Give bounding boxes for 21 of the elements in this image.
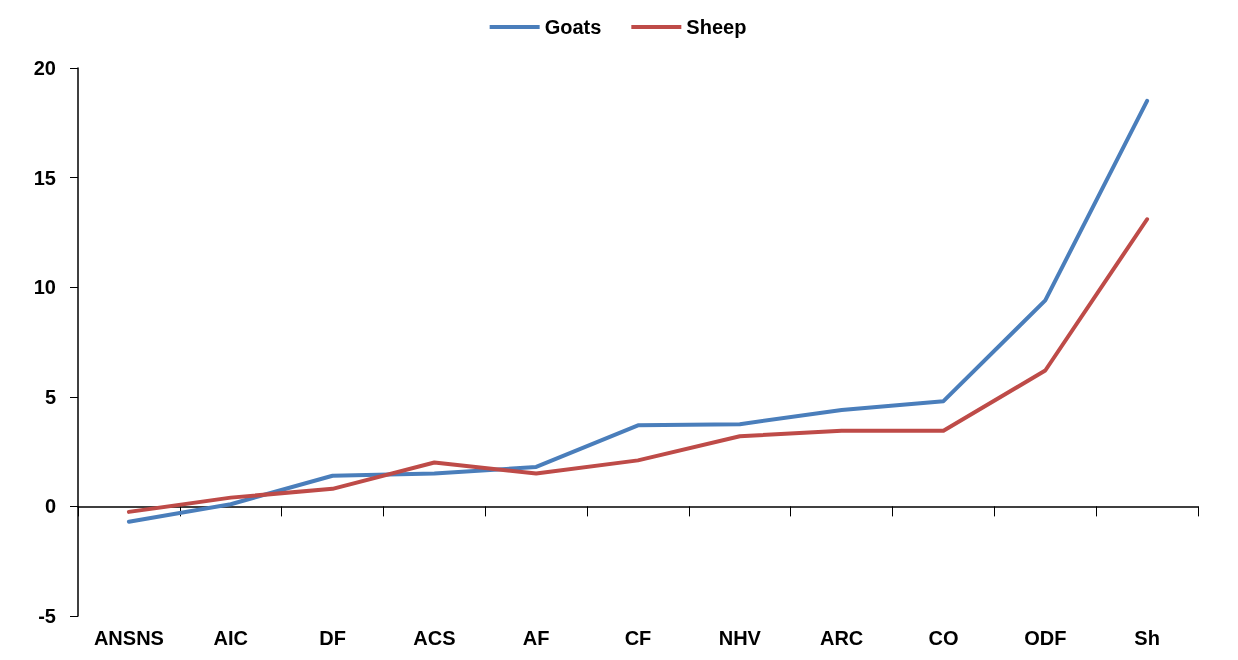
x-tick-label: ACS (413, 627, 456, 649)
y-tick-label: 0 (44, 495, 56, 518)
x-tick-label: NHV (718, 627, 762, 649)
x-tick-label: AIC (213, 627, 248, 649)
y-tick-label: 15 (33, 166, 56, 189)
x-tick-label: Sh (1134, 627, 1160, 649)
y-tick-label: -5 (38, 605, 56, 627)
x-tick-label: CO (928, 627, 959, 649)
y-tick-label: 20 (33, 57, 56, 79)
x-tick-label: DF (319, 627, 346, 649)
line-series (126, 217, 1150, 514)
legend-label: Sheep (686, 16, 747, 38)
line-series (126, 98, 1150, 524)
y-tick-label: 5 (44, 385, 56, 408)
legend-label: Goats (544, 16, 602, 38)
x-tick-label: CF (624, 627, 652, 649)
y-tick-label: 10 (33, 276, 56, 299)
x-tick-label: AF (522, 627, 550, 649)
x-tick-label: ANSNS (93, 627, 164, 649)
x-tick-label: ARC (819, 627, 864, 649)
x-tick-label: ODF (1024, 627, 1067, 649)
